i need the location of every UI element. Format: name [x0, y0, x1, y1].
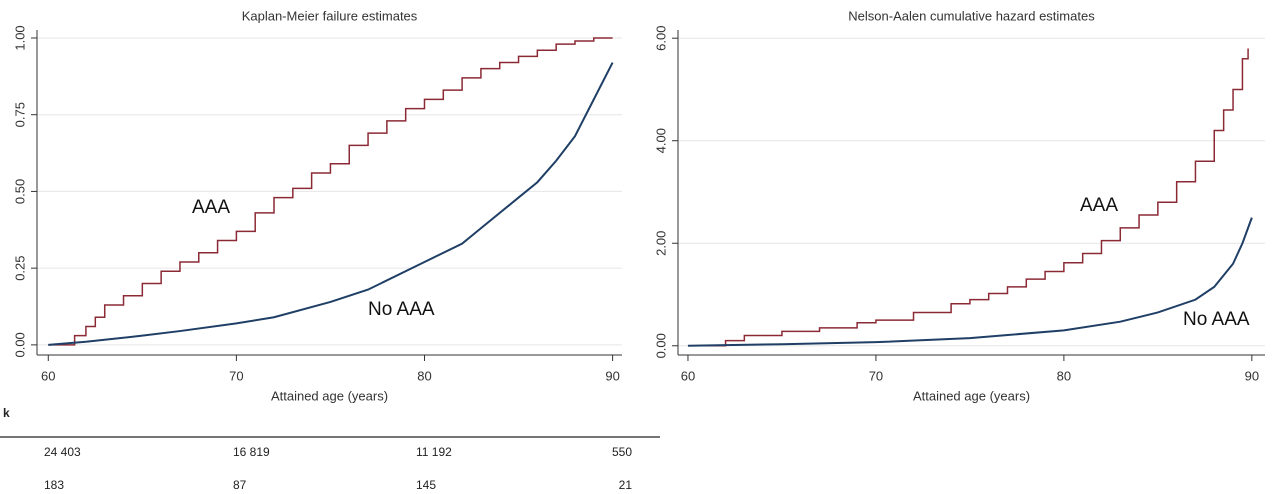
table-cell: 24 403: [44, 445, 81, 459]
x-tick-label: 80: [417, 368, 431, 383]
table-cell: 145: [416, 478, 436, 492]
y-tick-label: 0.25: [12, 255, 27, 280]
y-tick-label: 0.75: [12, 102, 27, 127]
chart-title: Kaplan-Meier failure estimates: [242, 8, 418, 23]
table-cell: 87: [233, 478, 247, 492]
table-cell: 183: [44, 478, 64, 492]
series-line: [687, 48, 1249, 347]
series-line: [48, 62, 614, 346]
table-cell: 11 192: [416, 445, 452, 459]
x-tick-label: 60: [681, 368, 695, 383]
series-line: [48, 37, 613, 346]
table-cell: 16 819: [233, 445, 270, 459]
series-label: AAA: [1080, 195, 1118, 216]
x-tick-label: 70: [869, 368, 883, 383]
chart-title: Nelson-Aalen cumulative hazard estimates: [848, 8, 1095, 23]
y-tick-label: 6.00: [653, 26, 668, 51]
y-tick-label: 0.00: [653, 333, 668, 358]
series-label: AAA: [192, 197, 230, 218]
table-cell: 550: [612, 445, 632, 459]
y-tick-label: 4.00: [653, 128, 668, 153]
table-cell: 21: [619, 478, 633, 492]
y-tick-label: 1.00: [12, 25, 27, 50]
series-label: No AAA: [368, 299, 435, 320]
x-tick-label: 60: [41, 368, 55, 383]
x-tick-label: 80: [1057, 368, 1071, 383]
x-tick-label: 90: [1245, 368, 1259, 383]
x-axis-label: Attained age (years): [271, 388, 388, 403]
x-tick-label: 90: [605, 368, 619, 383]
x-tick-label: 70: [229, 368, 243, 383]
table-header: k: [3, 406, 10, 420]
x-axis-label: Attained age (years): [913, 388, 1030, 403]
series-label: No AAA: [1183, 309, 1250, 330]
y-tick-label: 2.00: [653, 231, 668, 256]
y-tick-label: 0.00: [12, 332, 27, 357]
y-tick-label: 0.50: [12, 179, 27, 204]
series-line: [687, 217, 1253, 347]
